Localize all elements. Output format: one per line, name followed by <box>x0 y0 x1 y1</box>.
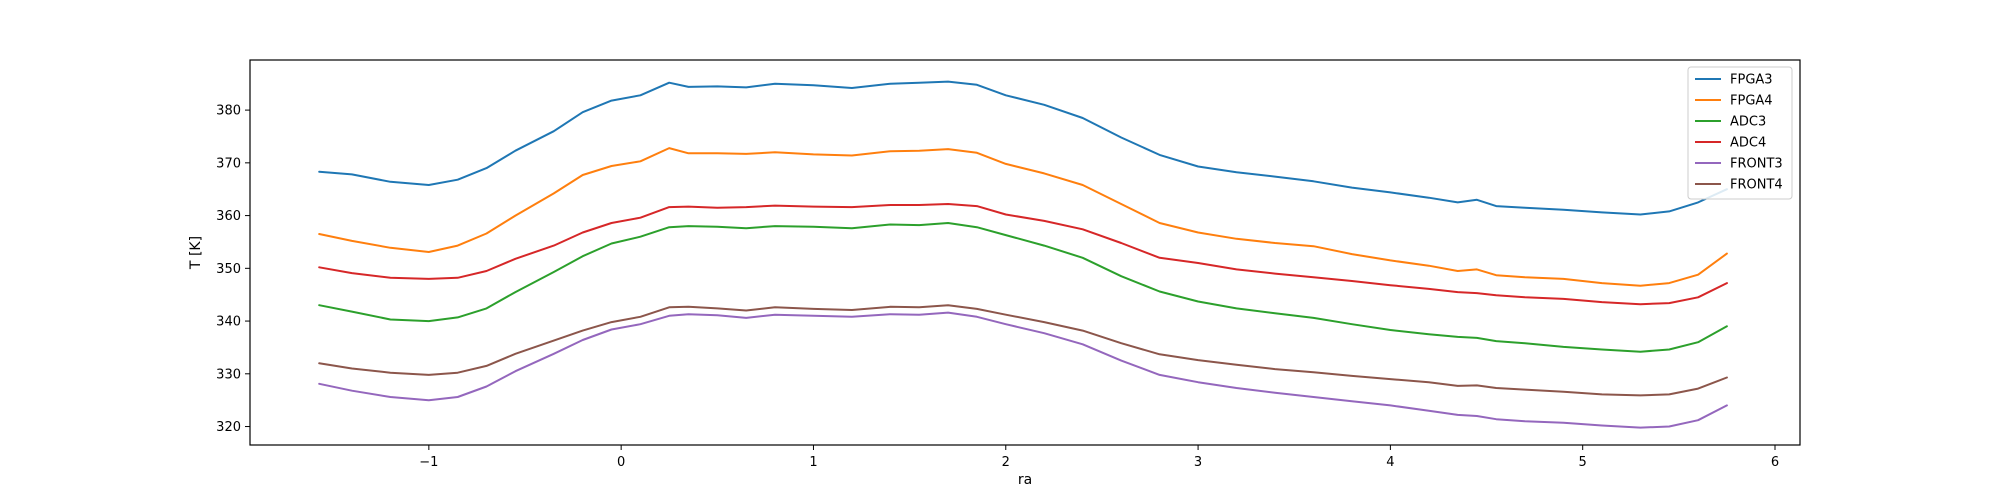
x-axis-label: ra <box>1018 472 1032 488</box>
y-tick-label: 370 <box>216 156 241 171</box>
y-tick-label: 330 <box>216 367 241 382</box>
plot-frame <box>249 59 1801 446</box>
legend-label: FPGA4 <box>1730 94 1773 109</box>
y-axis-label: T [K] <box>188 236 204 270</box>
x-tick-label: −1 <box>419 455 438 470</box>
x-tick-label: 5 <box>1579 455 1587 470</box>
y-tick-label: 380 <box>216 104 241 119</box>
series-line-5 <box>318 304 1728 397</box>
x-tick-label: 4 <box>1386 455 1394 470</box>
series-line-0 <box>318 80 1728 216</box>
y-tick-label: 350 <box>216 262 241 277</box>
legend-label: ADC3 <box>1730 115 1766 130</box>
series-line-4 <box>318 311 1728 429</box>
y-tick-label: 360 <box>216 209 241 224</box>
x-tick-label: 6 <box>1771 455 1779 470</box>
plot-lines <box>318 80 1728 429</box>
legend-label: FRONT3 <box>1730 157 1783 172</box>
series-line-3 <box>318 203 1728 306</box>
legend-label: FPGA3 <box>1730 73 1773 88</box>
y-tick-label: 340 <box>216 315 241 330</box>
x-tick-label: 2 <box>1002 455 1010 470</box>
legend-label: FRONT4 <box>1730 178 1783 193</box>
legend-label: ADC4 <box>1730 136 1766 151</box>
series-line-1 <box>318 147 1728 287</box>
legend: FPGA3 FPGA4 ADC3 ADC4 FRONT3 FRONT4 <box>1687 66 1793 200</box>
x-tick-label: 0 <box>617 455 625 470</box>
x-tick-label: 3 <box>1194 455 1202 470</box>
x-axis-ticks: −1 0 1 2 3 4 5 6 <box>419 445 1779 470</box>
x-tick-label: 1 <box>809 455 817 470</box>
y-tick-label: 320 <box>216 420 241 435</box>
series-line-2 <box>318 222 1728 353</box>
y-axis-ticks: 320 330 340 350 360 370 380 <box>216 104 250 435</box>
